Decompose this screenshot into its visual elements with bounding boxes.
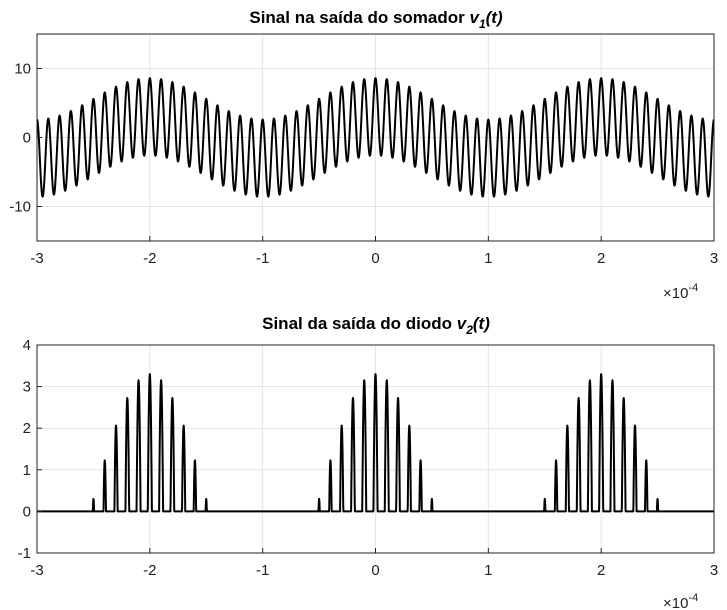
x-tick-label: -1 [256,250,269,267]
x-tick-label: 3 [710,562,718,579]
chart-1-grid [36,34,715,241]
chart-1-title: Sinal na saída do somador v1(t) [249,8,503,31]
y-tick-label: 0 [23,503,31,520]
x-tick-label: -3 [30,562,43,579]
chart-2-series-line [36,373,715,513]
y-tick-label: 3 [23,379,31,396]
y-tick-label: -1 [18,545,31,562]
x-tick-label: 1 [484,250,492,267]
x-tick-label: 2 [597,562,605,579]
y-tick-label: 4 [23,337,31,354]
y-tick-label: -10 [9,199,31,216]
chart-2-tick-labels: -3 -2 -1 0 1 2 3 4 3 2 1 0 -1 [18,337,719,579]
chart-1-x-exponent: ×10-4 [663,282,698,302]
y-tick-label: 2 [23,420,31,437]
x-tick-label: 0 [371,250,379,267]
chart-2: Sinal da saída do diodo v2(t) -3 -2 -1 0 1 2 3… [18,314,719,610]
y-tick-label: 10 [14,61,31,78]
y-tick-label: 1 [23,462,31,479]
x-tick-label: 3 [710,250,718,267]
x-tick-label: -3 [30,250,43,267]
chart-2-x-exponent: ×10-4 [663,592,698,610]
x-tick-label: 0 [371,562,379,579]
x-tick-label: 1 [484,562,492,579]
y-tick-label: 0 [23,130,31,147]
x-tick-label: -2 [143,562,156,579]
chart-1: Sinal na saída do somador v1(t) -3 -2 -1 0 1… [9,8,718,302]
x-tick-label: 2 [597,250,605,267]
chart-1-series-line [36,77,715,198]
x-tick-label: -2 [143,250,156,267]
x-tick-label: -1 [256,562,269,579]
chart-2-title: Sinal da saída do diodo v2(t) [262,314,490,337]
